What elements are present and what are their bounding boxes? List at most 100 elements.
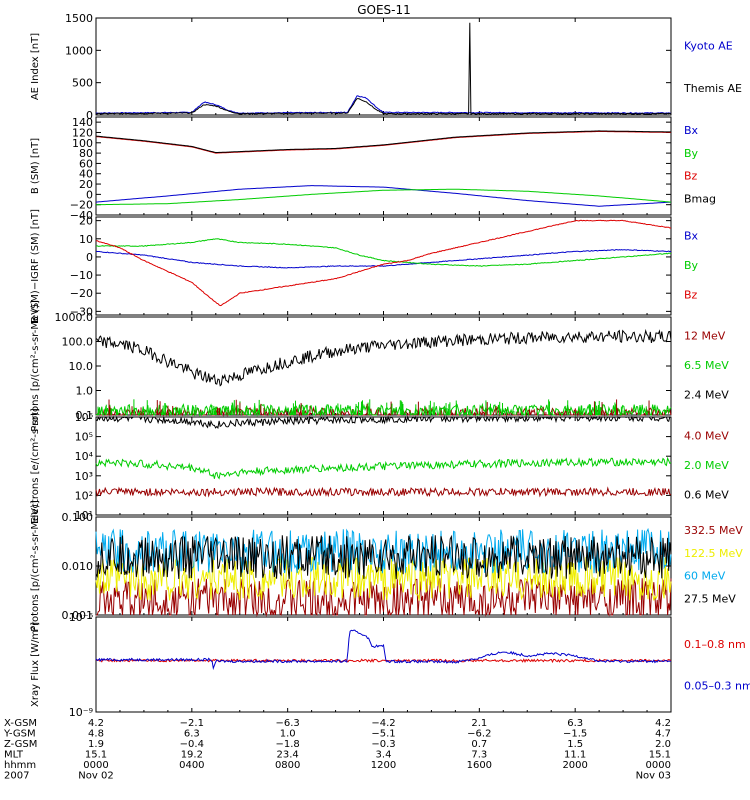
y-tick-label: 0.001 [62,609,94,622]
series-bsm-line [95,130,672,153]
series-bsm-line [95,131,671,154]
x-row-label: hhmm [4,760,36,771]
y-tick-label: 10.0 [69,360,94,373]
x-row-value: 15.1 [85,750,107,761]
legend-bdiff-item: Bx [684,229,699,242]
legend-xray-item: 0.05–0.3 nm [684,679,750,692]
legend-protons_high-item: 332.5 MeV [684,524,743,537]
y-tick-label: 0 [86,251,93,264]
legend-protons_high-item: 122.5 MeV [684,547,743,560]
legend-bsm-item: By [684,147,699,160]
panel-frame [95,616,672,713]
y-axis-label: B (SM) [nT] [30,138,41,194]
panel-xray: 10⁻⁹ 10⁻⁶ Xray Flux [W/m²] 0.1–0.8 nm 0.05–0… [30,611,750,719]
date-end: Nov 03 [636,771,671,782]
legend-electrons-item: 0.6 MeV [684,489,729,502]
legend-electrons-item: 4.0 MeV [684,429,729,442]
x-row-value: 2.1 [471,718,487,729]
x-row-label: Y-GSM [3,729,36,740]
y-tick-label: 0.100 [62,511,94,524]
chart-title: GOES-11 [357,3,411,17]
x-row-value: 4.8 [88,729,104,740]
y-tick-label: 10² [75,489,93,502]
x-row-value: 0.7 [471,739,487,750]
x-row-value: −1.5 [563,729,587,740]
y-tick-label: 10 [79,233,93,246]
x-row-value: 0800 [275,760,300,771]
x-row-value: 4.2 [88,718,104,729]
y-tick-label: −10 [70,269,93,282]
y-tick-label: 10¹ [75,509,93,522]
x-row-value: −5.1 [371,729,395,740]
series-electrons-line [95,415,672,430]
y-axis-label: AE Index [nT] [30,33,41,100]
y-tick-label: 1.0 [76,385,94,398]
series-ae-line [95,95,671,115]
legend-protons_low-item: 12 MeV [684,329,726,342]
panel-frame [95,17,672,116]
x-row-value: 3.4 [376,750,392,761]
y-tick-label: 100 [72,137,93,150]
x-row-value: 23.4 [277,750,299,761]
x-row-value: 15.1 [649,750,671,761]
x-row-value: −0.3 [371,739,395,750]
legend-ae-item: Themis AE [683,82,742,95]
x-row-label: Z-GSM [4,739,37,750]
x-row-value: 1200 [371,760,396,771]
y-tick-label: 0 [86,109,93,122]
y-tick-label: 1000.0 [55,311,94,324]
legend-protons_high-item: 27.5 MeV [684,592,736,605]
series-bsm-line [96,188,672,206]
y-tick-label: 10⁵ [75,431,93,444]
y-tick-label: 0.010 [62,560,94,573]
y-tick-label: 60 [79,157,93,170]
x-row-value: −0.4 [180,739,204,750]
x-row-value: −1.8 [276,739,300,750]
x-row-value: 19.2 [181,750,203,761]
x-row-value: 0400 [179,760,204,771]
y-tick-label: 10³ [75,470,93,483]
legend-bsm-item: Bz [684,170,698,183]
x-row-value: 0000 [646,760,671,771]
panel-protons_high: 0.001 0.010 0.100 Protons [p/(cm²-s-sr-MeV)… [30,500,743,632]
y-tick-label: 40 [79,168,93,181]
y-tick-label: 0.1 [76,409,94,422]
legend-bdiff-item: Bz [684,289,698,302]
legend-ae-item: Kyoto AE [684,40,733,53]
x-row-label: X-GSM [4,718,37,729]
legend-xray-item: 0.1–0.8 nm [684,638,746,651]
x-row-value: 6.3 [567,718,583,729]
x-axis-table: X-GSM 4.2 −2.1 −6.3 −4.2 2.1 6.3 4.2 Y-GSM 4.8 6.3… [3,718,671,782]
panel-electrons: 10¹ 10² 10³ 10⁴ 10⁵ 10⁶ Electrons [e/(cm²-s-sr… [30,408,729,524]
series-electrons-line [95,456,672,480]
x-row-value: 11.1 [564,750,586,761]
y-axis-label: Protons [p/(cm²-s-sr-MeV)] [30,300,41,432]
x-row-value: 1.9 [88,739,104,750]
x-row-value: 7.3 [471,750,487,761]
y-tick-label: −30 [70,305,93,318]
panel-ae: 0 500 1000 1500 AE Index [nT] Kyoto AE Themis … [30,12,742,122]
panel-bdiff: −30 −20 −10 0 10 20 B (SM)−IGRF (SM) [nT] Bx By B… [30,209,699,323]
legend-bdiff-item: By [684,259,699,272]
series-bdiff-line [95,238,672,267]
y-tick-label: −40 [70,209,93,222]
series-electrons-line [95,486,672,498]
y-tick-label: −20 [70,199,93,212]
series-bdiff-line [95,219,671,307]
x-row-value: −4.2 [371,718,395,729]
y-tick-label: 20 [79,178,93,191]
y-tick-label: 10⁻⁶ [69,611,94,624]
series-bdiff-line [95,249,672,269]
x-row-value: 1.5 [567,739,583,750]
x-row-label: 2007 [4,771,29,782]
series-protons_high-line [95,534,672,580]
y-tick-label: 100.0 [62,336,94,349]
date-start: Nov 02 [78,771,113,782]
x-row-label: MLT [4,750,24,761]
y-tick-label: 500 [72,77,93,90]
x-row-value: −2.1 [180,718,204,729]
series-ae-line [96,22,672,115]
x-row-value: 0000 [83,760,108,771]
